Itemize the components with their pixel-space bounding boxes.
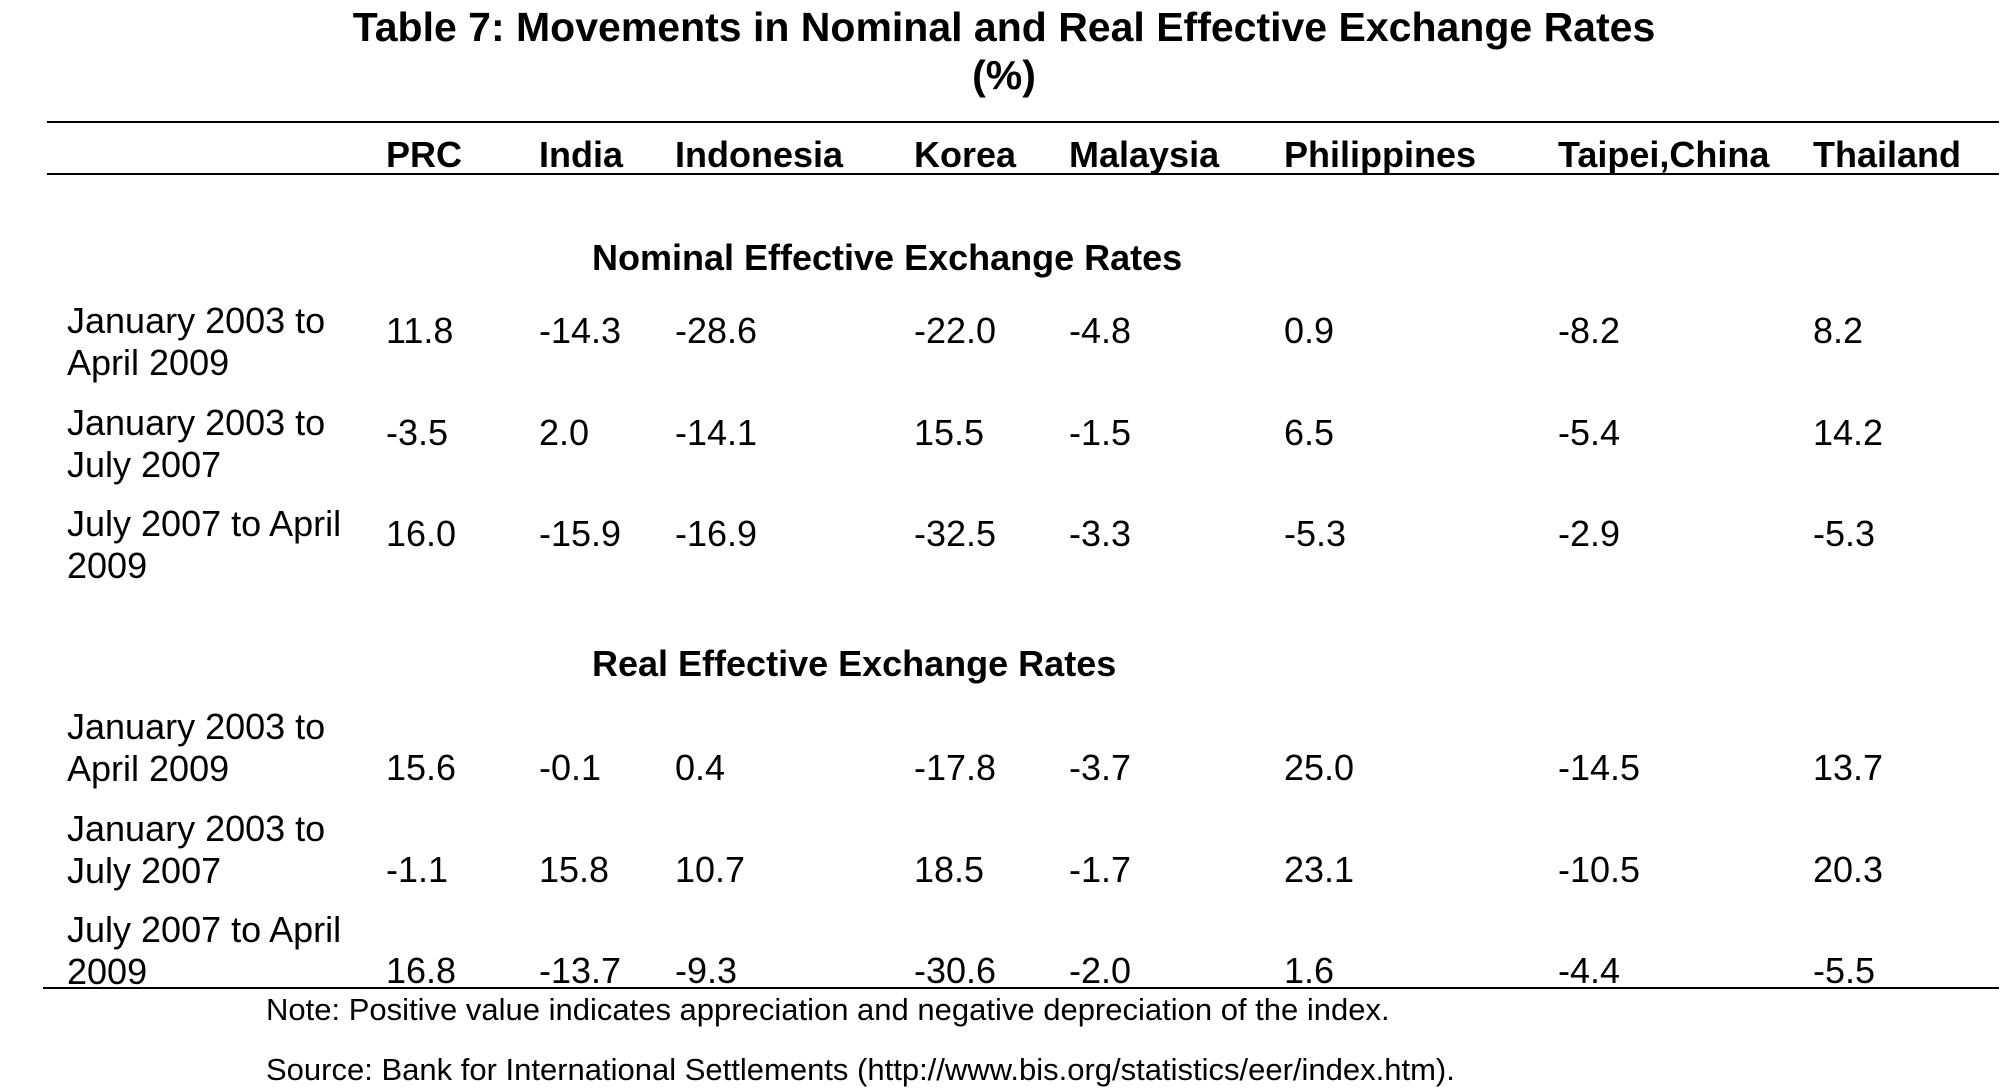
table-cell: -15.9 (539, 513, 622, 554)
table-note: Note: Positive value indicates appreciat… (266, 992, 1390, 1027)
table-cell: -4.4 (1558, 950, 1621, 991)
section-heading: Nominal Effective Exchange Rates (592, 237, 1183, 278)
table-cell: -8.2 (1558, 310, 1621, 351)
table-cell: 18.5 (914, 849, 985, 890)
row-label: July 2007 to April 2009 (67, 909, 342, 992)
table-cell: -5.3 (1284, 513, 1347, 554)
row-label: July 2007 to April 2009 (67, 503, 342, 586)
table-cell: 23.1 (1284, 849, 1355, 890)
table-cell: 13.7 (1813, 747, 1884, 788)
table-cell: 16.0 (386, 513, 457, 554)
table-cell: -22.0 (914, 310, 997, 351)
table-cell: 8.2 (1813, 310, 1864, 351)
table-cell: -3.3 (1069, 513, 1132, 554)
column-header: Korea (914, 134, 1017, 175)
table-cell: -14.5 (1558, 747, 1641, 788)
column-header: PRC (386, 134, 463, 175)
column-header: Indonesia (675, 134, 844, 175)
header-rule (47, 173, 1999, 175)
column-header: Malaysia (1069, 134, 1220, 175)
table-cell: -16.9 (675, 513, 758, 554)
column-header: Taipei,China (1558, 134, 1770, 175)
table-cell: -9.3 (675, 950, 738, 991)
table-cell: 15.5 (914, 412, 985, 453)
table-cell: 20.3 (1813, 849, 1884, 890)
table-source: Source: Bank for International Settlemen… (266, 1052, 1455, 1087)
table-subtitle: (%) (972, 52, 1036, 98)
table-cell: -3.7 (1069, 747, 1132, 788)
section-heading: Real Effective Exchange Rates (592, 643, 1117, 684)
table-cell: 0.4 (675, 747, 726, 788)
table-cell: 15.6 (386, 747, 457, 788)
table-cell: -1.7 (1069, 849, 1132, 890)
table-cell: 15.8 (539, 849, 610, 890)
column-header: Philippines (1284, 134, 1477, 175)
table-cell: 14.2 (1813, 412, 1884, 453)
column-header: India (539, 134, 624, 175)
table-cell: -14.3 (539, 310, 622, 351)
table-cell: -2.0 (1069, 950, 1132, 991)
table-cell: -13.7 (539, 950, 622, 991)
table-cell: -17.8 (914, 747, 997, 788)
table-cell: 16.8 (386, 950, 457, 991)
table-cell: -0.1 (539, 747, 602, 788)
table-cell: -1.1 (386, 849, 449, 890)
top-rule (47, 121, 1999, 123)
table-cell: 11.8 (386, 310, 454, 351)
table-cell: -5.4 (1558, 412, 1621, 453)
table-cell: 1.6 (1284, 950, 1335, 991)
table-cell: 6.5 (1284, 412, 1335, 453)
table-cell: -10.5 (1558, 849, 1641, 890)
row-label: January 2003 to July 2007 (67, 402, 326, 485)
table-cell: -14.1 (675, 412, 758, 453)
table-cell: -4.8 (1069, 310, 1132, 351)
row-label: January 2003 to July 2007 (67, 808, 326, 891)
bottom-rule (43, 987, 1999, 989)
table-cell: 25.0 (1284, 747, 1355, 788)
table-cell: -2.9 (1558, 513, 1621, 554)
table-cell: -5.5 (1813, 950, 1876, 991)
column-header: Thailand (1813, 134, 1962, 175)
table-title: Table 7: Movements in Nominal and Real E… (352, 4, 1656, 50)
table-cell: -30.6 (914, 950, 997, 991)
table-cell: -1.5 (1069, 412, 1132, 453)
table-cell: -5.3 (1813, 513, 1876, 554)
table-cell: -28.6 (675, 310, 758, 351)
table-cell: 10.7 (675, 849, 746, 890)
table-cell: -32.5 (914, 513, 997, 554)
table-cell: 2.0 (539, 412, 590, 453)
table-cell: 0.9 (1284, 310, 1335, 351)
table-cell: -3.5 (386, 412, 449, 453)
row-label: January 2003 to April 2009 (67, 706, 326, 789)
row-label: January 2003 to April 2009 (67, 300, 326, 383)
